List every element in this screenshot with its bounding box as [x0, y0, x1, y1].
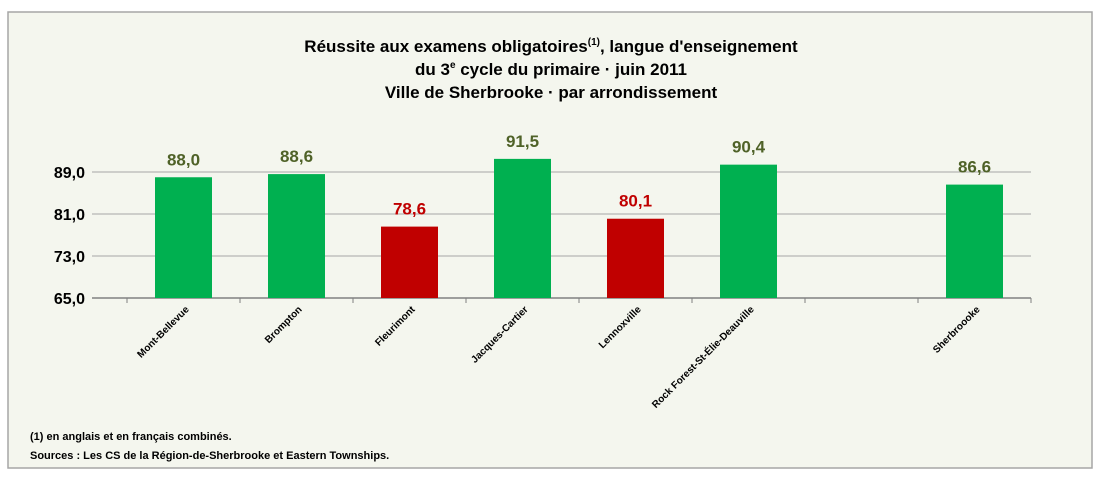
title-part: Réussite aux examens obligatoires — [304, 37, 587, 56]
chart-title: Réussite aux examens obligatoires(1), la… — [304, 37, 798, 56]
footnote: (1) en anglais et en français combinés. — [30, 431, 232, 443]
y-tick-label: 65,0 — [54, 291, 85, 308]
bar — [268, 174, 325, 298]
value-label: 80,1 — [619, 192, 652, 211]
value-label: 86,6 — [958, 158, 991, 177]
title-superscript: (1) — [588, 37, 600, 48]
y-tick-label: 81,0 — [54, 207, 85, 224]
bar — [946, 184, 1003, 298]
chart-title: Ville de Sherbrooke · par arrondissement — [385, 83, 718, 102]
title-part: du 3 — [415, 60, 450, 79]
y-tick-label: 89,0 — [54, 165, 85, 182]
value-label: 90,4 — [732, 138, 766, 157]
title-part: cycle du primaire · juin 2011 — [456, 60, 688, 79]
title-part: , langue d'enseignement — [600, 37, 798, 56]
bar — [720, 164, 777, 298]
footnote: Sources : Les CS de la Région-de-Sherbro… — [30, 450, 389, 462]
value-label: 78,6 — [393, 200, 426, 219]
title-superscript: e — [450, 60, 456, 71]
bar — [381, 226, 438, 298]
value-label: 91,5 — [506, 132, 539, 151]
bar — [494, 158, 551, 298]
value-label: 88,6 — [280, 147, 313, 166]
bar — [607, 218, 664, 298]
bar — [155, 177, 212, 298]
y-tick-label: 73,0 — [54, 249, 85, 266]
value-label: 88,0 — [167, 150, 200, 169]
chart-title: du 3e cycle du primaire · juin 2011 — [415, 60, 687, 79]
title-part: Ville de Sherbrooke · par arrondissement — [385, 83, 718, 102]
